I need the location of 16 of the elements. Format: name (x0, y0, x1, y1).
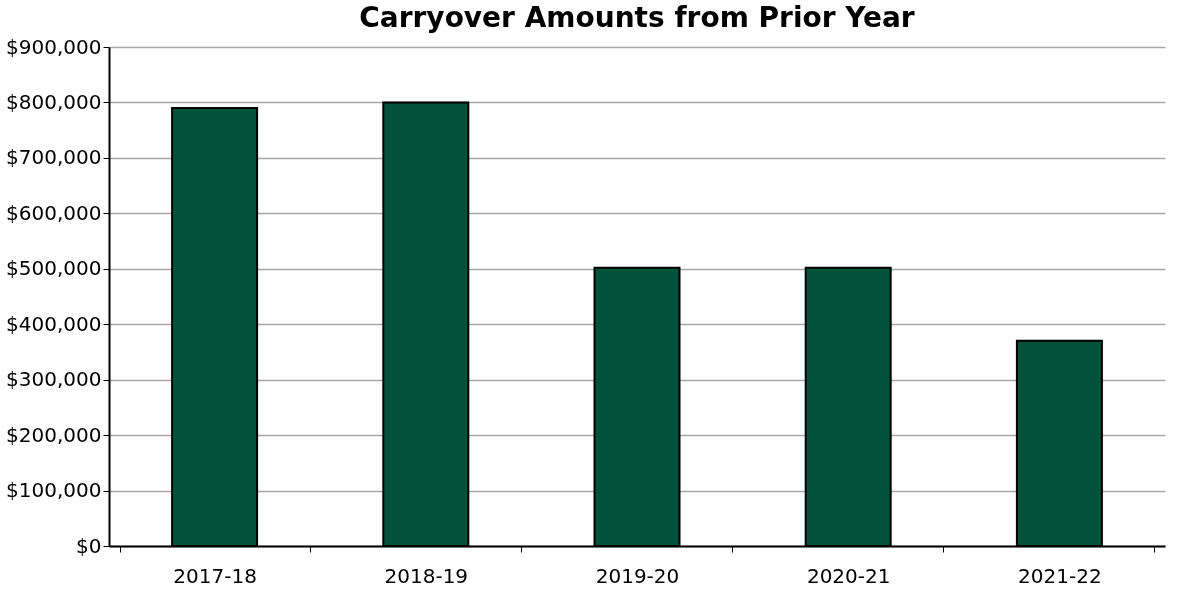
x-tick-label: 2021-22 (1018, 563, 1102, 588)
y-tick-label: $300,000 (6, 367, 102, 392)
y-tick-label: $900,000 (6, 34, 102, 59)
y-tick-label: $100,000 (6, 478, 102, 503)
y-tick-label: $200,000 (6, 422, 102, 447)
y-tick-label: $500,000 (6, 256, 102, 281)
x-tick-label: 2019-20 (595, 563, 680, 588)
y-tick-label: $400,000 (6, 311, 102, 336)
x-tick-label: 2020-21 (806, 563, 891, 588)
y-tick-label: $800,000 (6, 89, 102, 114)
chart-title: Carryover Amounts from Prior Year (359, 1, 915, 34)
x-tick-label: 2017-18 (173, 563, 257, 588)
y-tick-label: $600,000 (6, 200, 102, 225)
y-tick-label: $0 (76, 533, 102, 558)
y-tick-label: $700,000 (6, 145, 102, 170)
x-tick-label: 2018-19 (384, 563, 469, 588)
